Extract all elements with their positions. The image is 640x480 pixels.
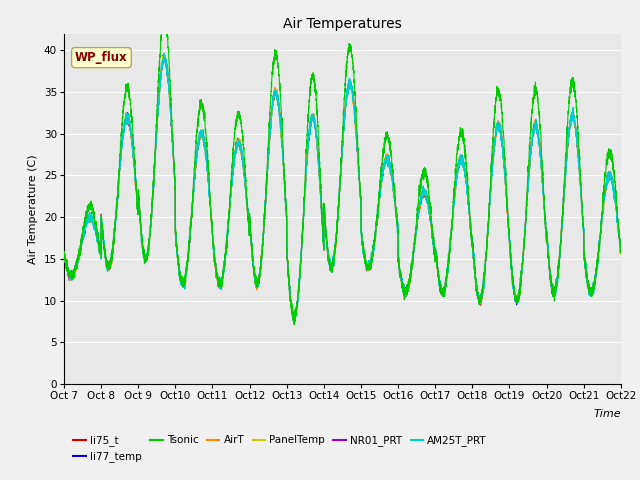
Text: WP_flux: WP_flux [75,51,128,64]
Legend: li75_t, li77_temp, Tsonic, AirT, PanelTemp, NR01_PRT, AM25T_PRT: li75_t, li77_temp, Tsonic, AirT, PanelTe… [69,431,491,467]
Y-axis label: Air Temperature (C): Air Temperature (C) [28,154,38,264]
Text: Time: Time [593,408,621,419]
Title: Air Temperatures: Air Temperatures [283,17,402,31]
